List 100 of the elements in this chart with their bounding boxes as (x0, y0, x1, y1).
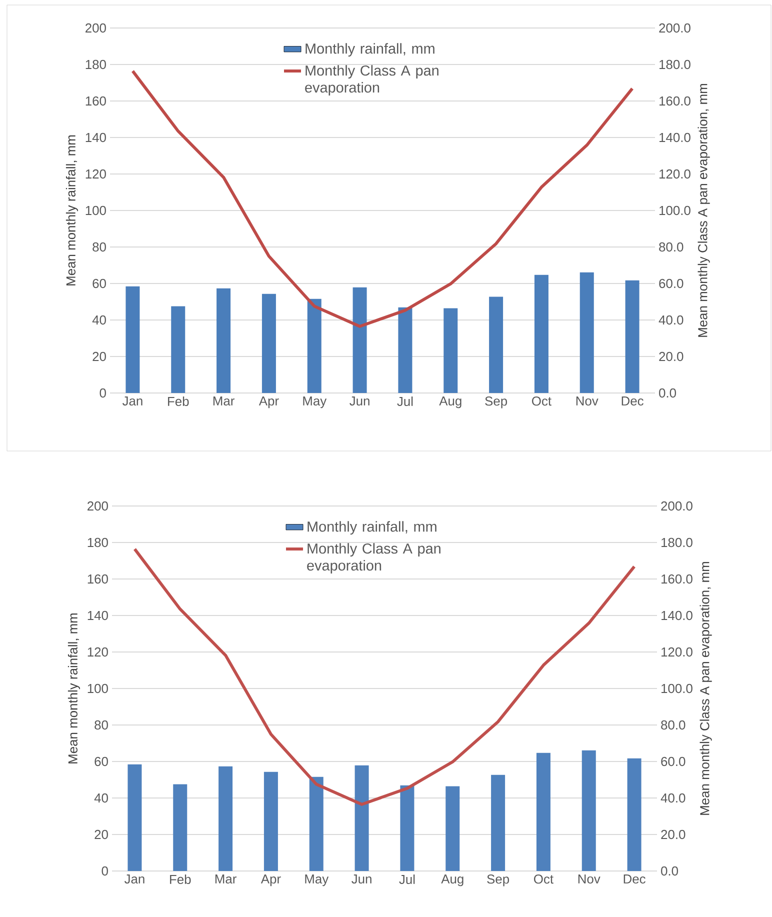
bar (400, 785, 414, 871)
bar (536, 752, 550, 871)
bar (627, 758, 642, 871)
y2-tick-label: 160.0 (662, 574, 692, 584)
y-tick-label: 180 (88, 538, 108, 548)
y-tick-label: 200 (86, 23, 106, 33)
x-tick-label: Jan (124, 874, 144, 884)
y2-tick-label: 60.0 (659, 278, 684, 288)
y-axis-title: Mean monthly rainfall, mm (66, 135, 78, 286)
y-tick-label: 160 (88, 574, 108, 584)
x-tick-label: Mar (215, 874, 236, 884)
bar (173, 784, 188, 871)
x-tick-label: Jun (350, 396, 370, 406)
bar (307, 298, 322, 393)
y2-tick-label: 100.0 (662, 684, 692, 694)
y-tick-label: 20 (92, 352, 106, 362)
y-tick-label: 60 (92, 278, 106, 288)
y-tick-label: 200 (88, 501, 108, 511)
bar (218, 766, 233, 871)
y2-tick-label: 120.0 (662, 647, 692, 657)
y2-tick-label: 100.0 (660, 206, 690, 216)
x-tick-label: Oct (534, 874, 554, 884)
bar (625, 280, 640, 393)
y2-tick-label: 20.0 (661, 830, 686, 840)
bar (309, 776, 324, 871)
x-tick-label: May (303, 396, 327, 408)
y2-tick-label: 180.0 (660, 60, 690, 70)
x-tick-label: Nov (576, 396, 598, 406)
y2-tick-label: 40.0 (658, 315, 684, 325)
y-tick-label: 140 (86, 132, 106, 142)
x-tick-label: Sep (485, 396, 508, 408)
x-tick-label: Apr (260, 874, 281, 886)
legend-label: Monthly rainfall, mm (306, 43, 434, 57)
y-tick-label: 160 (86, 96, 106, 106)
y2-tick-label: 120.0 (660, 169, 690, 179)
y2-tick-label: 0.0 (661, 866, 678, 876)
x-tick-label: Feb (170, 874, 191, 884)
bar (128, 764, 142, 871)
x-tick-label: Jul (397, 396, 413, 406)
bar (491, 774, 506, 871)
x-tick-label: Jan (122, 396, 142, 406)
y2-tick-label: 140.0 (660, 132, 690, 142)
y-tick-label: 180 (86, 60, 106, 70)
y2-tick-label: 60.0 (661, 756, 686, 766)
x-tick-label: Sep (487, 874, 510, 886)
y2-tick-label: 40.0 (660, 793, 686, 803)
y2-axis-title: Mean monthly Class A pan evaporation, mm (698, 84, 710, 337)
bar (580, 272, 594, 393)
legend-label: Monthly Class A pan evaporation (307, 543, 440, 574)
y-tick-label: 100 (86, 206, 106, 216)
y-tick-label: 40 (94, 793, 108, 803)
y-tick-label: 60 (94, 756, 108, 766)
x-tick-label: Dec (624, 874, 646, 884)
legend-label: Monthly Class A pan evaporation (305, 65, 438, 96)
y-tick-label: 0 (102, 866, 108, 876)
y2-axis-title: Mean monthly Class A pan evaporation, mm (700, 562, 712, 815)
x-tick-label: Apr (258, 396, 279, 408)
x-tick-label: Jun (352, 874, 372, 884)
bar (489, 296, 504, 393)
x-tick-label: Aug (439, 396, 462, 408)
x-tick-label: Mar (213, 396, 234, 406)
y-tick-label: 40 (92, 315, 106, 325)
x-tick-label: Nov (578, 874, 600, 884)
bar (352, 287, 367, 393)
y-axis-title: Mean monthly rainfall, mm (68, 613, 80, 764)
y-tick-label: 140 (88, 610, 108, 620)
x-tick-label: Jul (399, 874, 415, 884)
y-tick-label: 100 (88, 684, 108, 694)
y-tick-label: 80 (94, 720, 108, 730)
y2-tick-label: 200.0 (661, 501, 692, 511)
bar (171, 306, 186, 393)
bar (444, 308, 458, 393)
bar (398, 307, 412, 393)
bar (446, 786, 460, 871)
y2-tick-label: 20.0 (659, 352, 684, 362)
bar (354, 765, 369, 871)
x-tick-label: Feb (168, 396, 189, 406)
y2-tick-label: 180.0 (662, 538, 692, 548)
y2-tick-label: 80.0 (661, 720, 686, 730)
y-tick-label: 20 (94, 830, 108, 840)
y-tick-label: 80 (92, 242, 106, 252)
bar (262, 294, 276, 393)
bar (534, 274, 548, 393)
bar (582, 750, 596, 871)
y2-tick-label: 160.0 (660, 96, 690, 106)
y2-tick-label: 0.0 (659, 388, 676, 398)
y-tick-label: 120 (88, 647, 108, 657)
legend-label: Monthly rainfall, mm (308, 521, 436, 535)
y-tick-label: 120 (86, 169, 106, 179)
bar (126, 286, 140, 393)
y2-tick-label: 200.0 (659, 23, 690, 33)
y2-tick-label: 140.0 (662, 610, 692, 620)
bar (216, 288, 231, 393)
x-tick-label: May (305, 874, 329, 886)
x-tick-label: Dec (622, 396, 644, 406)
y2-tick-label: 80.0 (659, 242, 684, 252)
x-tick-label: Aug (441, 874, 464, 886)
x-tick-label: Oct (532, 396, 552, 406)
y-tick-label: 0 (100, 388, 106, 398)
bar (264, 772, 278, 871)
